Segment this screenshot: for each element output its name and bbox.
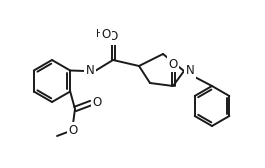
Text: O: O	[92, 95, 101, 109]
Text: H: H	[96, 29, 104, 39]
Text: O: O	[108, 31, 118, 44]
Text: N: N	[186, 65, 194, 77]
Text: N: N	[86, 65, 94, 77]
Text: O: O	[68, 123, 78, 136]
Text: O: O	[168, 57, 178, 71]
Text: O: O	[101, 28, 111, 40]
